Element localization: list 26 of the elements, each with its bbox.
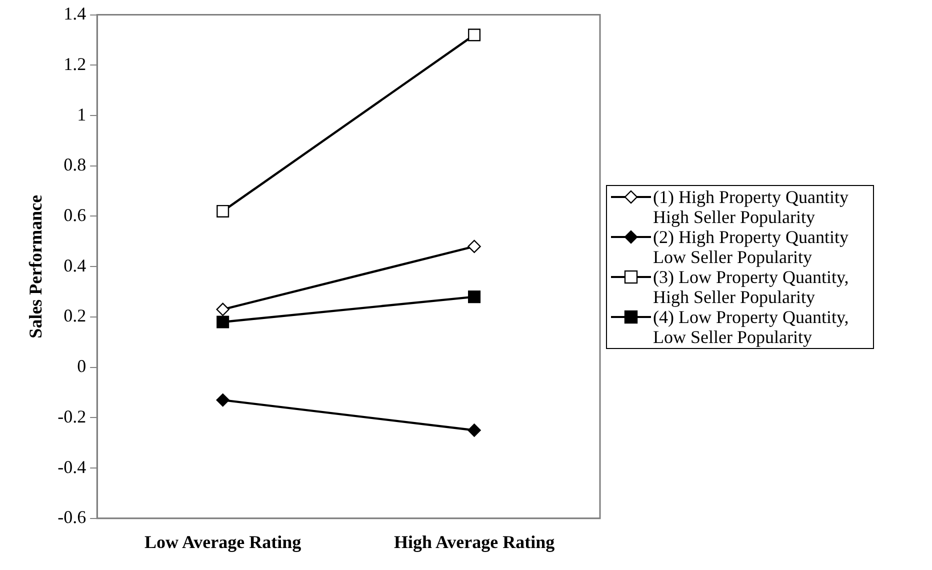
y-tick-label: 0: [77, 356, 86, 376]
point: [216, 316, 230, 328]
y-tick-label: -0.2: [58, 406, 86, 426]
y-tick-label: 0.4: [64, 255, 86, 276]
y-tick-label: 0.6: [64, 204, 86, 225]
y-tick-label: -0.4: [58, 456, 86, 477]
y-tick-label: -0.6: [58, 507, 86, 528]
legend-label: (3) Low Property Quantity, High Seller Popularity: [653, 266, 850, 307]
y-tick-label: 1.2: [64, 54, 86, 74]
x-tick-label: Low Average Rating: [144, 532, 302, 552]
point: [216, 393, 230, 407]
point: [216, 204, 230, 218]
y-tick-label: 1: [77, 104, 86, 124]
point: [468, 290, 481, 304]
y-tick-label: 1.4: [64, 4, 86, 24]
legend-label: (4) Low Property Quantity, Low Seller Popularity: [653, 306, 850, 347]
point: [468, 28, 481, 42]
y-tick-label: 0.8: [64, 154, 86, 175]
x-tick-label: High Average Rating: [394, 532, 555, 552]
legend-label: (2) High Property Quantity Low Seller Popularity: [653, 226, 850, 267]
point: [216, 302, 230, 316]
point: [468, 240, 481, 254]
y-tick-label: 0.2: [64, 306, 86, 326]
legend-label: (1) High Property Quantity High Seller Popularity: [653, 186, 850, 227]
point: [468, 424, 481, 437]
y-axis-title: Sales Performance: [25, 194, 46, 338]
